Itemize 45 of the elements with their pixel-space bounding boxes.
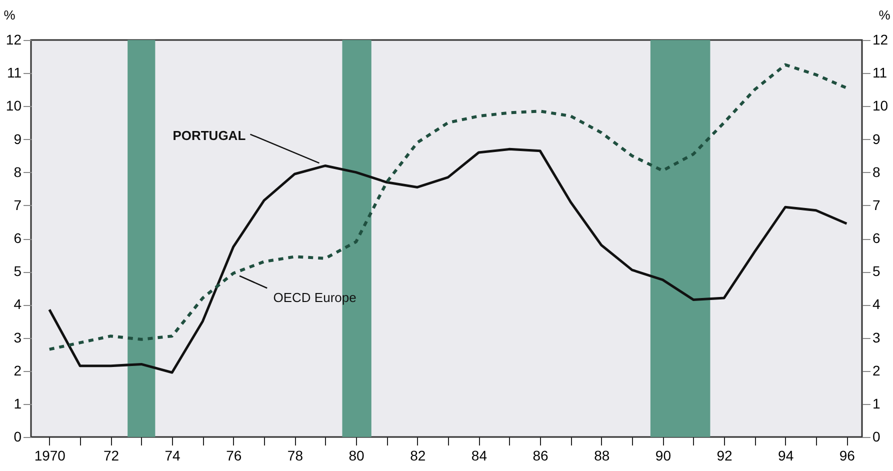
y-tick-label: 3: [14, 329, 22, 346]
x-tick-label: 82: [410, 448, 426, 464]
x-tick-label: 1970: [34, 448, 66, 464]
x-tick-label: 88: [594, 448, 610, 464]
y-tick-label: 4: [14, 296, 22, 312]
y2-axis-title: %: [878, 8, 891, 22]
y2-tick-label: 7: [872, 196, 880, 213]
y-tick-label: 9: [14, 130, 22, 147]
text: PORTUGAL: [172, 128, 246, 143]
y2-tick-label: 12: [872, 32, 888, 48]
x-tick-label: 86: [532, 448, 549, 464]
x-tick-label: 80: [348, 448, 365, 464]
x-tick-label: 84: [471, 448, 488, 464]
y2-tick-label: 9: [872, 130, 880, 147]
y2-tick-label: 2: [872, 362, 880, 378]
x-tick-label: 90: [655, 448, 672, 464]
y-tick-label: 0: [14, 428, 22, 444]
y-tick-label: 12: [6, 32, 22, 48]
x-tick-label: 92: [716, 448, 733, 464]
y-tick-label: 10: [6, 98, 22, 114]
x-tick-label: 96: [839, 448, 856, 464]
y-tick-label: 5: [14, 263, 22, 280]
y-tick-label: 8: [14, 164, 22, 180]
y2-tick-label: 8: [872, 164, 880, 180]
y-tick-label: 6: [14, 230, 22, 246]
y2-tick-label: 3: [872, 329, 880, 346]
y2-tick-label: 5: [872, 263, 880, 280]
y-axis-title: %: [4, 8, 16, 22]
y2-tick-label: 6: [872, 230, 880, 246]
y2-tick-label: 1: [872, 395, 880, 412]
x-tick-label: 72: [103, 448, 120, 464]
line-series: [48, 148, 848, 374]
x-tick-label: 94: [778, 448, 794, 464]
y2-tick-label: 11: [872, 64, 888, 81]
y-tick-label: 11: [6, 64, 22, 81]
y2-tick-label: 10: [872, 98, 888, 114]
line-series: [48, 63, 848, 351]
y-tick-label: 2: [14, 362, 22, 378]
y-tick-label: 1: [14, 395, 22, 412]
y2-tick-label: 4: [872, 296, 880, 312]
y-tick-label: 7: [14, 196, 22, 213]
x-tick-label: 76: [226, 448, 242, 464]
x-tick-label: 74: [164, 448, 181, 464]
x-tick-label: 78: [287, 448, 304, 464]
y2-tick-label: 0: [872, 428, 880, 444]
